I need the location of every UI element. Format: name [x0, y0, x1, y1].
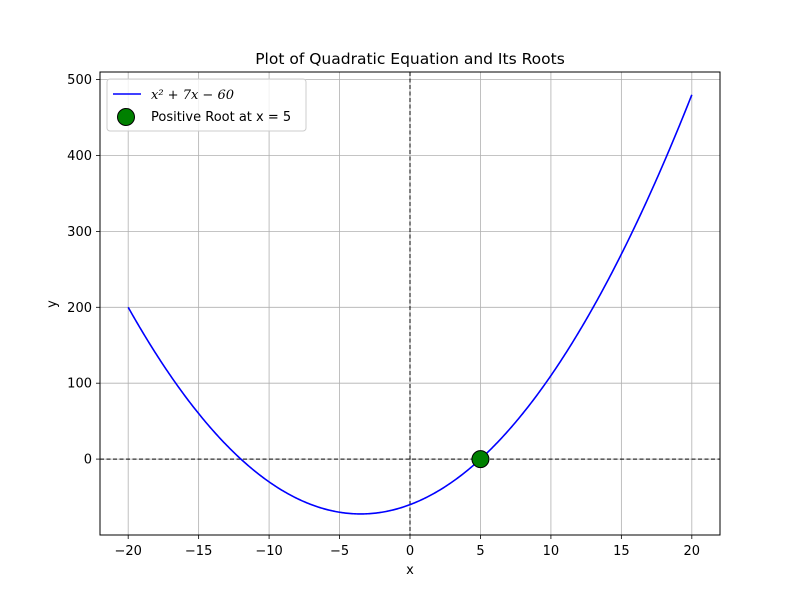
x-tick-label: −5 [330, 544, 349, 559]
legend-box [106, 78, 307, 132]
y-tick-label: 500 [67, 73, 92, 88]
y-tick-label: 300 [67, 225, 92, 240]
legend: x² + 7x − 60 Positive Root at x = 5 [106, 78, 307, 132]
y-tick-label: 200 [67, 301, 92, 316]
x-tick-label: 10 [543, 544, 560, 559]
y-axis-label: y [45, 300, 60, 308]
x-axis-label: x [406, 563, 414, 578]
x-tick-label: 5 [476, 544, 484, 559]
series-layer [127, 94, 693, 515]
legend-label-curve: x² + 7x − 60 [151, 88, 234, 103]
x-tick-label: 15 [613, 544, 630, 559]
legend-marker-swatch [117, 108, 135, 126]
legend-label-root: Positive Root at x = 5 [151, 110, 291, 125]
x-axis-ticks: −20 −15 −10 −5 0 5 10 15 20 [114, 535, 700, 559]
chart-title: Plot of Quadratic Equation and Its Roots [255, 50, 565, 68]
y-tick-label: 400 [67, 149, 92, 164]
y-tick-label: 100 [67, 377, 92, 392]
reference-lines [100, 72, 720, 535]
positive-root-point [471, 450, 490, 469]
quadratic-curve [127, 94, 693, 515]
y-tick-label: 0 [84, 453, 92, 468]
x-tick-label: 20 [684, 544, 701, 559]
x-tick-label: −20 [114, 544, 141, 559]
y-axis-ticks: 0 100 200 300 400 500 [67, 73, 100, 468]
x-tick-label: 0 [406, 544, 414, 559]
x-tick-label: −15 [185, 544, 212, 559]
x-tick-label: −10 [255, 544, 282, 559]
